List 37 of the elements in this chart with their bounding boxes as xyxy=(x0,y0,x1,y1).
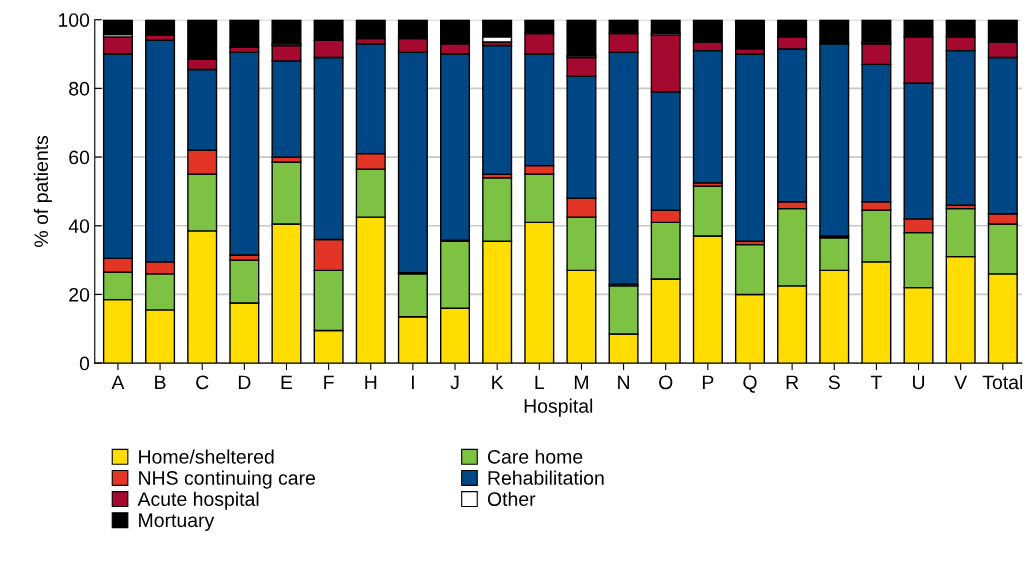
x-axis-title: Hospital xyxy=(524,398,593,417)
x-tick-label: V xyxy=(954,375,968,390)
x-tick-label: L xyxy=(535,375,545,390)
x-tick-label: U xyxy=(913,375,925,390)
legend-label: Other xyxy=(487,491,536,506)
legend-label: Rehabilitation xyxy=(488,470,604,485)
y-tick-label: 40 xyxy=(68,219,90,233)
x-tick-label: Q xyxy=(743,375,757,393)
x-tick-label: R xyxy=(786,375,799,390)
y-tick-label: 20 xyxy=(69,287,90,302)
x-tick-label: T xyxy=(870,375,882,390)
x-tick-label: J xyxy=(450,375,459,390)
legend-label: Mortuary xyxy=(139,513,215,531)
x-tick-label: A xyxy=(111,375,125,390)
x-tick-label: B xyxy=(155,375,166,390)
x-tick-label: E xyxy=(281,375,293,390)
x-tick-label: O xyxy=(659,375,673,390)
x-tick-label: F xyxy=(324,375,334,390)
x-tick-label: N xyxy=(618,375,630,390)
x-tick-label: M xyxy=(574,375,588,390)
y-axis-title: % of patients xyxy=(33,135,52,247)
y-tick-label: 100 xyxy=(58,13,90,27)
y-tick-label: 60 xyxy=(69,150,90,165)
x-tick-label: K xyxy=(492,375,504,390)
x-tick-label: C xyxy=(196,375,209,390)
y-tick-label: 80 xyxy=(69,81,90,96)
legend-label: Acute hospital xyxy=(137,491,259,510)
x-tick-label: H xyxy=(365,375,377,390)
legend-label: NHS continuing care xyxy=(139,470,316,489)
x-tick-label: P xyxy=(702,375,714,390)
y-tick-label: 0 xyxy=(79,356,90,371)
legend-label: Care home xyxy=(487,449,583,464)
x-tick-label: I xyxy=(411,375,414,390)
x-tick-label: S xyxy=(828,375,840,390)
x-tick-label: D xyxy=(238,375,251,390)
legend-label: Home/sheltered xyxy=(139,449,274,464)
x-tick-label: Total xyxy=(982,374,1023,390)
